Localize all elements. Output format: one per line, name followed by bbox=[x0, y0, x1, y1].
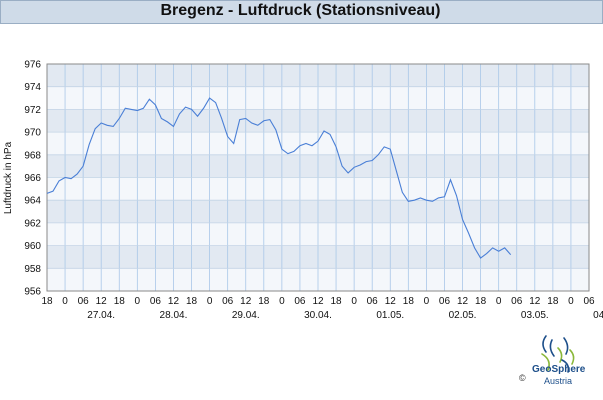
x-tick-label: 18 bbox=[186, 296, 198, 307]
logo-subtitle: Austria bbox=[544, 376, 573, 386]
x-tick-label: 06 bbox=[367, 296, 379, 307]
x-tick-label: 0 bbox=[279, 296, 285, 307]
x-tick-label: 18 bbox=[114, 296, 126, 307]
x-tick-label: 18 bbox=[547, 296, 559, 307]
y-tick-label: 970 bbox=[24, 128, 41, 139]
x-tick-label: 06 bbox=[150, 296, 162, 307]
x-tick-label: 06 bbox=[294, 296, 306, 307]
x-tick-label: 0 bbox=[424, 296, 430, 307]
y-tick-label: 956 bbox=[24, 287, 41, 298]
y-tick-label: 976 bbox=[24, 60, 41, 71]
date-label: 30.04. bbox=[304, 310, 332, 321]
y-tick-labels: 956 958 960 962 964 966 968 970 972 974 976 bbox=[24, 60, 41, 298]
date-label: 02.05. bbox=[449, 310, 477, 321]
x-tick-label: 18 bbox=[403, 296, 415, 307]
geosphere-logo-icon bbox=[541, 335, 575, 373]
y-tick-label: 968 bbox=[24, 150, 41, 161]
y-tick-label: 964 bbox=[24, 196, 41, 207]
date-label: 29.04. bbox=[232, 310, 260, 321]
x-tick-label: 12 bbox=[240, 296, 252, 307]
x-tick-label: 06 bbox=[583, 296, 595, 307]
x-tick-label: 12 bbox=[457, 296, 469, 307]
date-labels: 27.04. 28.04. 29.04. 30.04. 01.05. 02.05. 03.0… bbox=[87, 310, 603, 321]
title-bar bbox=[0, 0, 603, 24]
date-label: 03.05. bbox=[521, 310, 549, 321]
x-tick-labels: 18 0 06 12 18 0 06 12 18 0 06 12 18 0 06 12 18 0 06 12 18 0 06… bbox=[41, 296, 595, 307]
x-tick-label: 18 bbox=[475, 296, 487, 307]
logo-name: GeoSphere bbox=[532, 364, 586, 375]
x-tick-label: 18 bbox=[331, 296, 343, 307]
date-label: 27.04. bbox=[87, 310, 115, 321]
y-tick-label: 958 bbox=[24, 264, 41, 275]
x-tick-label: 12 bbox=[312, 296, 324, 307]
x-tick-label: 0 bbox=[351, 296, 357, 307]
plot-frame bbox=[46, 63, 590, 292]
date-label: 01.05. bbox=[376, 310, 404, 321]
x-tick-label: 06 bbox=[511, 296, 523, 307]
date-label: 04.05. bbox=[593, 310, 603, 321]
x-tick-label: 06 bbox=[222, 296, 234, 307]
copyright-symbol: © bbox=[519, 373, 526, 383]
x-tick-label: 12 bbox=[385, 296, 397, 307]
x-tick-label: 12 bbox=[96, 296, 108, 307]
x-tick-label: 0 bbox=[62, 296, 68, 307]
y-tick-label: 966 bbox=[24, 173, 41, 184]
x-tick-label: 18 bbox=[258, 296, 270, 307]
y-tick-label: 960 bbox=[24, 241, 41, 252]
x-tick-label: 0 bbox=[496, 296, 502, 307]
y-axis-label: Luftdruck in hPa bbox=[3, 141, 14, 214]
x-tick-label: 0 bbox=[135, 296, 141, 307]
y-tick-label: 962 bbox=[24, 218, 41, 229]
series-line bbox=[46, 97, 512, 259]
chart-title: Bregenz - Luftdruck (Stationsniveau) bbox=[160, 2, 441, 19]
y-tick-label: 974 bbox=[24, 82, 41, 93]
x-tick-label: 06 bbox=[439, 296, 451, 307]
x-tick-label: 0 bbox=[568, 296, 574, 307]
x-tick-label: 12 bbox=[168, 296, 180, 307]
date-label: 28.04. bbox=[160, 310, 188, 321]
y-tick-label: 972 bbox=[24, 105, 41, 116]
x-tick-label: 0 bbox=[207, 296, 213, 307]
x-tick-label: 12 bbox=[529, 296, 541, 307]
x-tick-label: 18 bbox=[41, 296, 53, 307]
x-tick-label: 06 bbox=[78, 296, 90, 307]
